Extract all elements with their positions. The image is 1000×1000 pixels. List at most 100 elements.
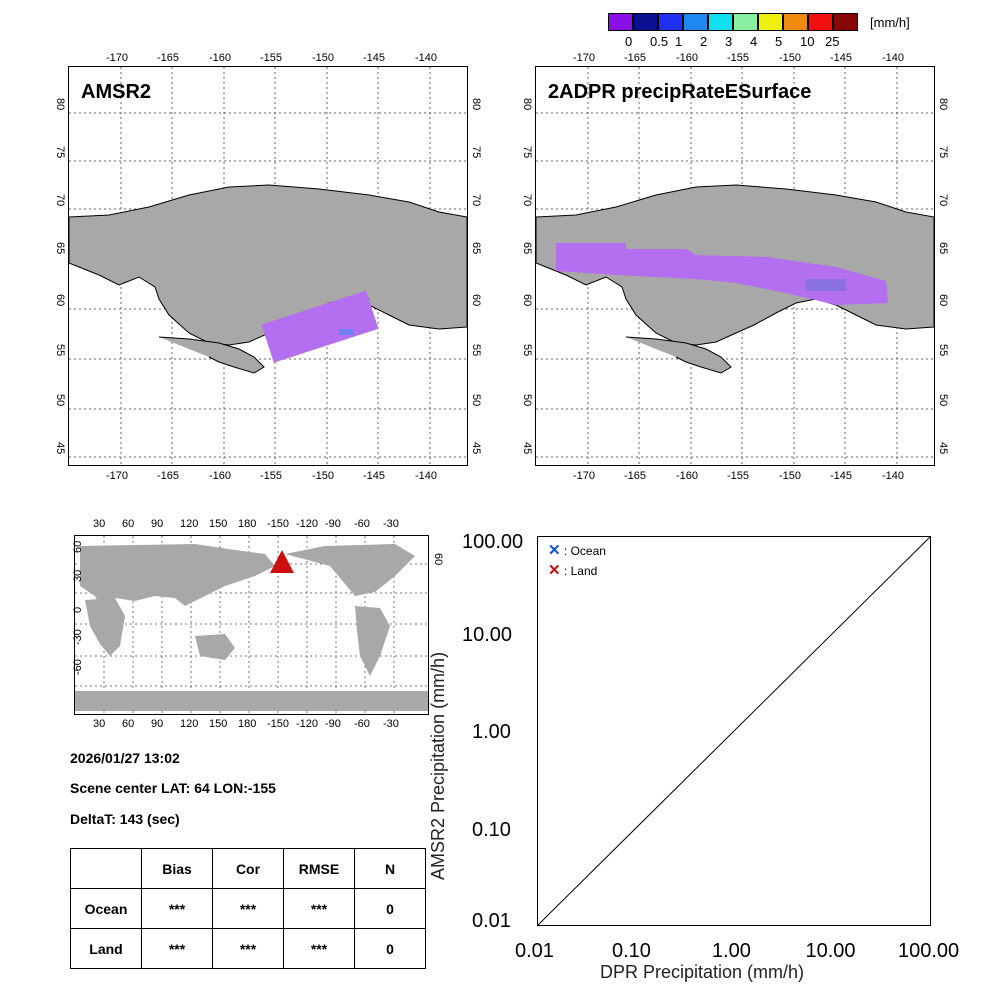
colorbar-label: 3 [725, 34, 733, 49]
scatter-y-tick: 0.01 [472, 910, 511, 932]
globe-lon-tick-top: 90 [151, 518, 164, 530]
dpr-precip-light [806, 279, 846, 291]
map-lat-tick-right: 70 [937, 194, 949, 207]
colorbar-swatch [833, 13, 858, 31]
map-lon-tick-top: -165 [624, 52, 647, 64]
map-lat-tick-left: 80 [54, 98, 66, 111]
map-lon-tick-top: -145 [830, 52, 853, 64]
map-lat-tick-left: 45 [521, 442, 533, 455]
colorbar: 0 0.5 1 2 3 4 5 10 25 [mm/h] [0, 0, 1000, 50]
colorbar-swatch [658, 13, 683, 31]
map-lat-tick-left: 70 [521, 194, 533, 207]
scatter-plot-frame: ✕ : Ocean ✕ : Land [537, 536, 931, 926]
map-lat-tick-right: 65 [937, 242, 949, 255]
scatter-ylabel: AMSR2 Precipitation (mm/h) [428, 651, 448, 880]
colorbar-label: 5 [775, 34, 783, 49]
colorbar-label: 25 [825, 34, 840, 49]
globe-lat-tick-left: -60 [72, 659, 84, 675]
map-lon-tick-top: -150 [779, 52, 802, 64]
datetime-text: 2026/01/27 13:02 [70, 750, 180, 766]
scatter-x-tick: 100.00 [898, 940, 960, 962]
globe-lon-tick-bottom: -120 [296, 718, 319, 730]
globe-svg [75, 536, 428, 714]
globe-lat-tick-left: 60 [72, 540, 84, 553]
globe-lon-tick-bottom: -150 [267, 718, 290, 730]
map-lat-tick-left: 50 [521, 394, 533, 407]
dpr-map-title: 2ADPR precipRateESurface [548, 81, 812, 103]
map-lon-tick-bottom: -155 [727, 470, 750, 482]
map-lat-tick-right: 60 [470, 294, 482, 307]
map-lat-tick-right: 60 [937, 294, 949, 307]
globe-lat-tick-left: -30 [72, 629, 84, 645]
globe-lon-tick-top: 180 [238, 518, 257, 530]
world-land-north-america [285, 544, 415, 596]
stats-header-cor: Cor [212, 848, 284, 889]
legend-land-label: : Land [563, 564, 598, 578]
map-lon-tick-top: -150 [312, 52, 335, 64]
colorbar-label: 1 [675, 34, 683, 49]
colorbar-swatch [758, 13, 783, 31]
stats-cell: *** [141, 928, 213, 969]
world-land-australia [195, 634, 235, 660]
colorbar-swatch [608, 13, 633, 31]
globe-lat-tick-right: 60 [432, 553, 444, 566]
colorbar-swatch [733, 13, 758, 31]
map-lat-tick-left: 45 [54, 442, 66, 455]
map-lon-tick-bottom: -165 [624, 470, 647, 482]
globe-lon-tick-bottom: 120 [180, 718, 199, 730]
world-land-antarctica [75, 691, 428, 711]
stats-header-row: Bias Cor RMSE N [70, 848, 426, 889]
amsr2-map-svg [69, 67, 467, 465]
map-lat-tick-left: 65 [521, 242, 533, 255]
map-lat-tick-right: 45 [937, 442, 949, 455]
map-lon-tick-top: -170 [106, 52, 129, 64]
map-lat-tick-left: 65 [54, 242, 66, 255]
stats-cell: *** [283, 928, 355, 969]
colorbar-swatch [808, 13, 833, 31]
map-lat-tick-left: 60 [54, 294, 66, 307]
map-lon-tick-top: -160 [209, 52, 232, 64]
scatter-y-tick: 100.00 [462, 531, 524, 553]
map-lon-tick-top: -170 [573, 52, 596, 64]
globe-lon-tick-top: -150 [267, 518, 290, 530]
map-lat-tick-left: 55 [521, 344, 533, 357]
dpr-precip-area [556, 243, 888, 305]
scatter-x-tick: 0.01 [515, 940, 554, 962]
scatter-xlabel: DPR Precipitation (mm/h) [600, 962, 805, 982]
amsr2-precip-area [261, 290, 379, 363]
map-lon-tick-top: -155 [727, 52, 750, 64]
stats-cell: *** [141, 888, 213, 929]
map-lon-tick-bottom: -165 [157, 470, 180, 482]
colorbar-label: 0.5 [650, 34, 669, 49]
scatter-x-tick: 1.00 [712, 940, 751, 962]
stats-cell: 0 [354, 928, 426, 969]
stats-cell: *** [283, 888, 355, 929]
map-lat-tick-right: 80 [470, 98, 482, 111]
stats-cell: *** [212, 888, 284, 929]
map-lat-tick-left: 75 [54, 146, 66, 159]
map-lat-tick-left: 55 [54, 344, 66, 357]
globe-lon-tick-top: 150 [209, 518, 228, 530]
colorbar-swatch [633, 13, 658, 31]
map-lat-tick-left: 60 [521, 294, 533, 307]
world-land-africa [85, 598, 125, 656]
map-lat-tick-left: 70 [54, 194, 66, 207]
map-lon-tick-top: -145 [363, 52, 386, 64]
alaska-land [69, 184, 467, 346]
globe-lon-tick-top: 120 [180, 518, 199, 530]
colorbar-label: 0 [625, 34, 633, 49]
map-lat-tick-left: 75 [521, 146, 533, 159]
dpr-map-panel: 2ADPR precipRateESurface [535, 66, 935, 466]
stats-cell: *** [212, 928, 284, 969]
globe-lon-tick-bottom: -90 [325, 718, 341, 730]
map-lon-tick-top: -165 [157, 52, 180, 64]
dpr-map-svg [536, 67, 934, 465]
map-lat-tick-right: 75 [937, 146, 949, 159]
map-lat-tick-right: 50 [937, 394, 949, 407]
scatter-svg [537, 536, 931, 926]
scatter-y-tick: 10.00 [462, 624, 513, 646]
map-lat-tick-right: 70 [470, 194, 482, 207]
scene-center-marker [270, 550, 294, 573]
map-lat-tick-right: 75 [470, 146, 482, 159]
globe-lon-tick-bottom: 180 [238, 718, 257, 730]
